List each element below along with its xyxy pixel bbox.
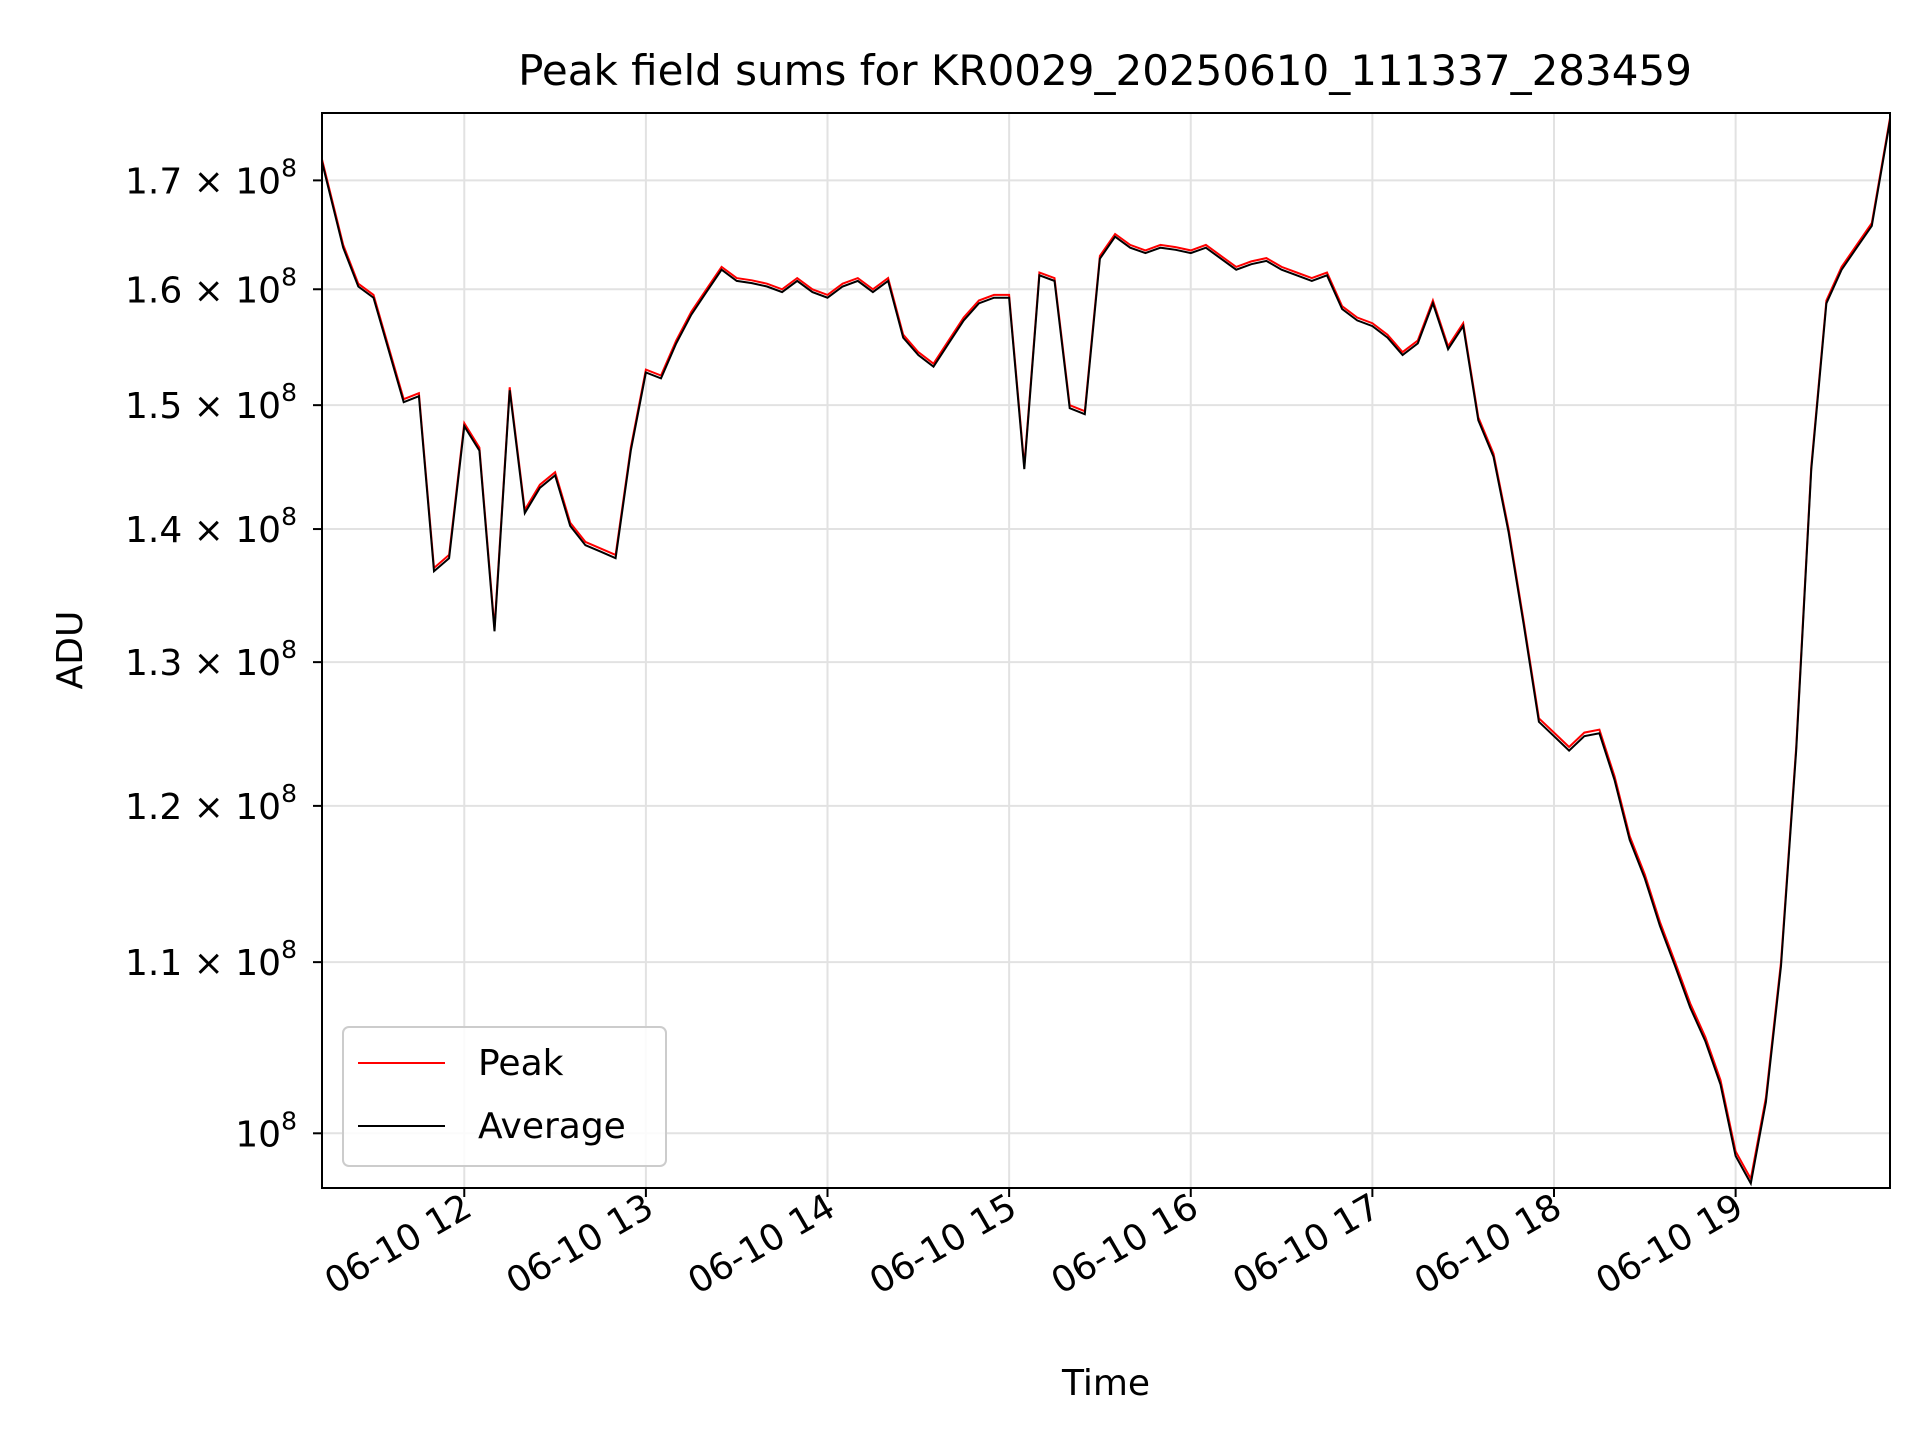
legend-box: [342, 1026, 667, 1167]
x-axis-label: Time: [1061, 1363, 1150, 1404]
y-tick-label: 1.3 × 108: [125, 635, 297, 684]
x-gridlines: [463, 113, 1737, 1188]
y-tick-label: 1.4 × 108: [125, 502, 297, 551]
y-tick-label: 108: [235, 1106, 297, 1155]
y-tick-label: 1.5 × 108: [125, 378, 297, 427]
y-tick-label: 1.1 × 108: [125, 935, 297, 984]
y-tick-label: 1.6 × 108: [125, 262, 297, 311]
y-axis-ticks: 108 1.1 × 108 1.2 × 108 1.3 × 108 1.4 × 108 1…: [125, 153, 322, 1155]
y-tick-label: 1.7 × 108: [125, 153, 297, 202]
chart-title: Peak field sums for KR0029_20250610_1113…: [518, 46, 1692, 95]
legend: Peak Average: [342, 1026, 667, 1167]
series-average-line: [321, 120, 1891, 1187]
legend-peak-label: Peak: [478, 1043, 564, 1084]
y-tick-label: 1.2 × 108: [125, 779, 297, 828]
legend-average-label: Average: [478, 1106, 626, 1147]
y-axis-label: ADU: [50, 611, 91, 690]
plot-area-frame: [321, 112, 1891, 1189]
